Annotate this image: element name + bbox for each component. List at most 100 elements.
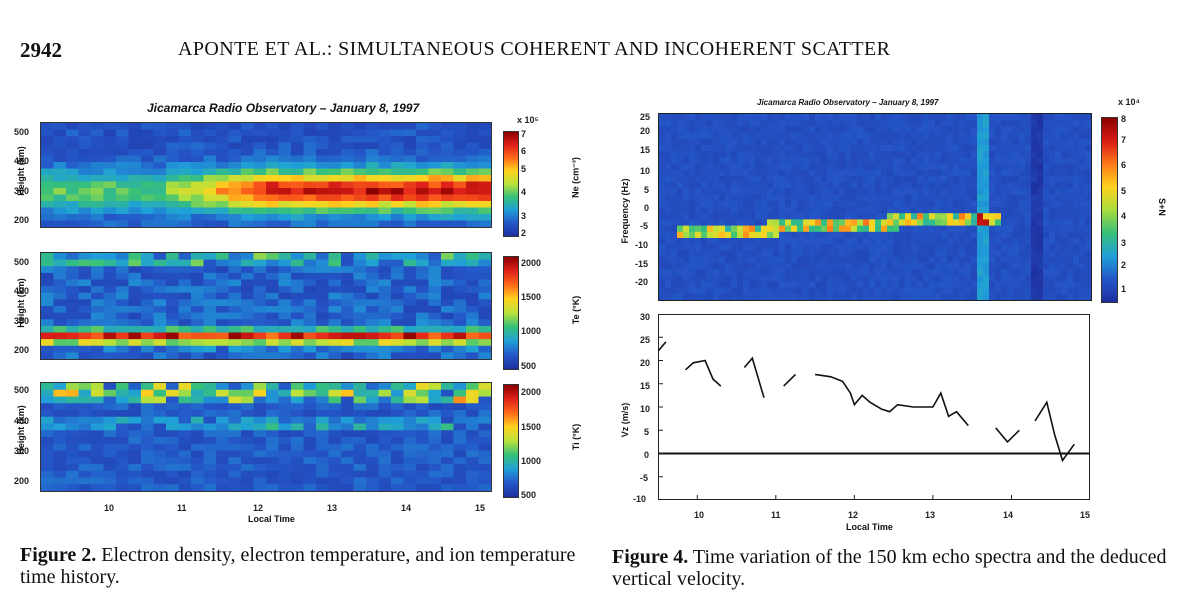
heatmap-cell (1085, 200, 1091, 208)
heatmap-cell (291, 129, 305, 137)
heatmap-cell (1031, 225, 1038, 233)
heatmap-cell (1085, 293, 1091, 300)
heatmap-cell (737, 126, 744, 134)
heatmap-cell (755, 275, 762, 282)
heatmap-cell (1061, 176, 1068, 183)
heatmap-cell (857, 269, 864, 276)
heatmap-cell (929, 157, 936, 165)
heatmap-cell (316, 403, 330, 411)
heatmap-cell (266, 142, 280, 150)
heatmap-cell (929, 120, 936, 127)
heatmap-cell (466, 142, 480, 150)
heatmap-cell (1037, 163, 1044, 171)
heatmap-cell (303, 142, 317, 150)
heatmap-cell (875, 114, 882, 121)
heatmap-cell (935, 281, 942, 289)
heatmap-cell (303, 123, 317, 131)
heatmap-cell (1061, 163, 1068, 171)
heatmap-cell (1025, 293, 1032, 300)
heatmap-cell (1019, 194, 1026, 202)
heatmap-cell (803, 120, 810, 127)
heatmap-cell (887, 188, 894, 196)
heatmap-cell (41, 464, 55, 472)
heatmap-cell (839, 262, 846, 270)
heatmap-cell (695, 293, 702, 300)
heatmap-cell (103, 175, 117, 183)
heatmap-cell (291, 136, 305, 144)
heatmap-cell (767, 293, 774, 300)
x-tick: 12 (848, 510, 859, 520)
heatmap-cell (833, 126, 840, 134)
heatmap-cell (203, 423, 217, 431)
heatmap-cell (791, 238, 798, 245)
heatmap-cell (671, 126, 678, 134)
heatmap-cell (809, 293, 816, 300)
heatmap-cell (761, 182, 768, 189)
heatmap-cell (266, 201, 280, 209)
heatmap-cell (203, 181, 217, 189)
heatmap-cell (378, 155, 392, 163)
heatmap-cell (977, 151, 984, 158)
heatmap-cell (929, 238, 936, 245)
heatmap-cell (1079, 169, 1086, 177)
heatmap-cell (881, 281, 888, 289)
heatmap-cell (166, 345, 180, 353)
heatmap-cell (767, 176, 774, 183)
heatmap-cell (947, 269, 954, 276)
heatmap-cell (466, 457, 480, 465)
heatmap-cell (216, 383, 230, 391)
heatmap-cell (228, 352, 242, 359)
heatmap-cell (128, 325, 142, 334)
heatmap-cell (761, 188, 768, 196)
heatmap-cell (466, 332, 480, 340)
heatmap-cell (791, 293, 798, 300)
heatmap-cell (953, 207, 960, 214)
heatmap-cell (428, 443, 442, 452)
heatmap-cell (773, 157, 780, 165)
heatmap-cell (278, 410, 292, 418)
heatmap-cell (815, 262, 822, 270)
heatmap-cell (971, 262, 978, 270)
heatmap-cell (191, 279, 205, 287)
heatmap-cell (851, 244, 858, 251)
heatmap-cell (241, 423, 255, 431)
heatmap-cell (821, 213, 828, 220)
heatmap-cell (989, 114, 996, 121)
heatmap-cell (833, 188, 840, 196)
heatmap-cell (453, 464, 467, 472)
heatmap-cell (128, 292, 142, 300)
colorbar-tick: 6 (521, 146, 527, 156)
heatmap-cell (41, 319, 55, 327)
heatmap-cell (671, 293, 678, 300)
heatmap-cell (989, 231, 996, 239)
heatmap-cell (935, 182, 942, 189)
heatmap-cell (1025, 114, 1032, 121)
heatmap-cell (743, 244, 750, 251)
heatmap-cell (391, 266, 405, 274)
heatmap-cell (266, 259, 280, 267)
heatmap-cell (378, 339, 392, 347)
heatmap-cell (216, 430, 230, 438)
heatmap-cell (141, 352, 155, 359)
heatmap-cell (441, 175, 455, 183)
heatmap-cell (378, 319, 392, 327)
heatmap-cell (378, 332, 392, 340)
heatmap-cell (53, 155, 67, 163)
heatmap-cell (1055, 114, 1062, 121)
heatmap-cell (378, 484, 392, 491)
heatmap-cell (53, 207, 67, 215)
heatmap-cell (166, 168, 180, 176)
x-tick: 12 (253, 503, 264, 513)
heatmap-cell (845, 244, 852, 251)
heatmap-cell (821, 269, 828, 276)
heatmap-cell (959, 188, 966, 196)
heatmap-cell (743, 188, 750, 196)
heatmap-cell (391, 389, 405, 398)
heatmap-cell (416, 259, 430, 267)
heatmap-cell (391, 484, 405, 491)
heatmap-cell (416, 352, 430, 359)
heatmap-cell (453, 319, 467, 327)
heatmap-cell (965, 244, 972, 251)
heatmap-cell (253, 279, 267, 287)
heatmap-cell (683, 250, 690, 258)
